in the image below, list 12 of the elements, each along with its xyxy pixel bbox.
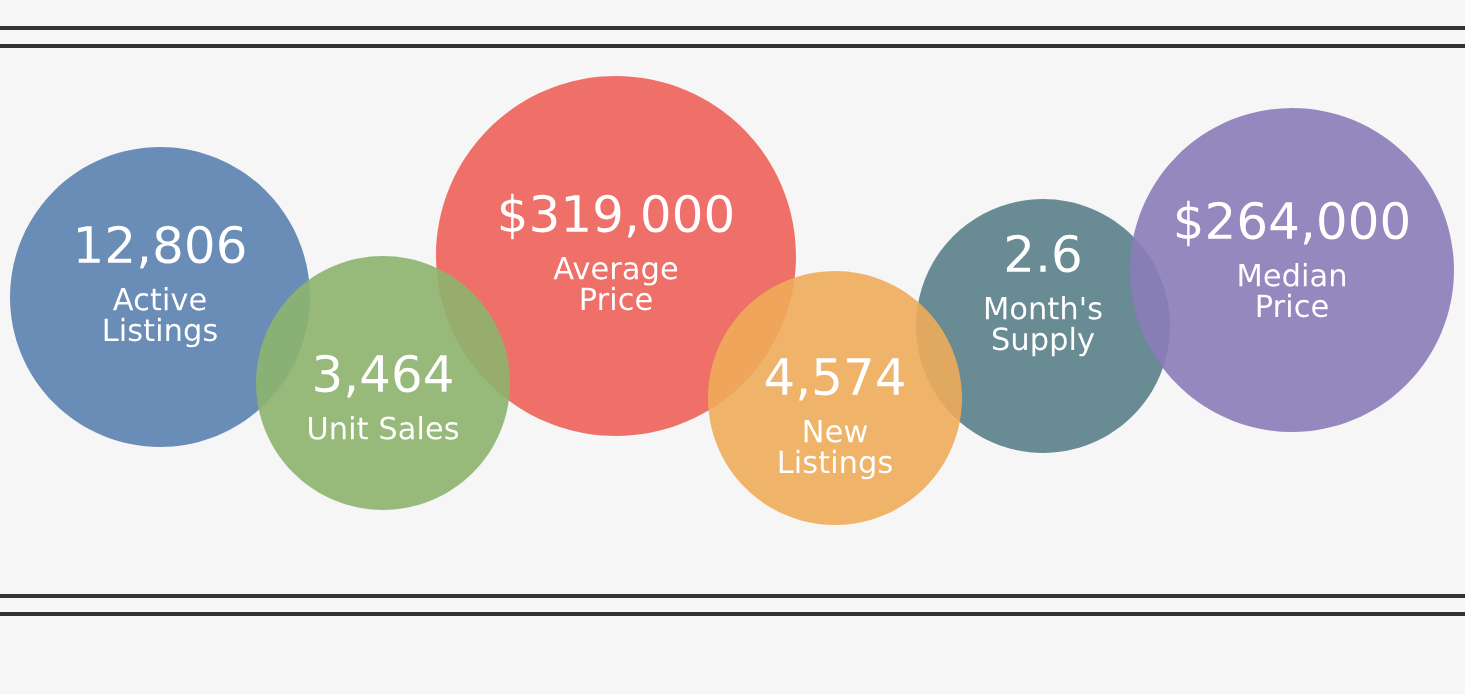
data-label: $319,000: [500, 193, 732, 240]
category-label: Month's Supply: [985, 296, 1102, 357]
category-label: Unit Sales: [309, 416, 459, 440]
data-label: 2.6: [1006, 234, 1080, 273]
data-label: 12,806: [78, 225, 245, 269]
category-label: New Listings: [779, 419, 892, 480]
category-label: Median Price: [1239, 263, 1345, 318]
category-label: Average Price: [553, 256, 678, 311]
category-label: Active Listings: [104, 287, 217, 348]
data-label: 3,464: [315, 354, 452, 398]
data-label: $264,000: [1176, 200, 1408, 247]
data-label: 4,574: [765, 358, 904, 401]
